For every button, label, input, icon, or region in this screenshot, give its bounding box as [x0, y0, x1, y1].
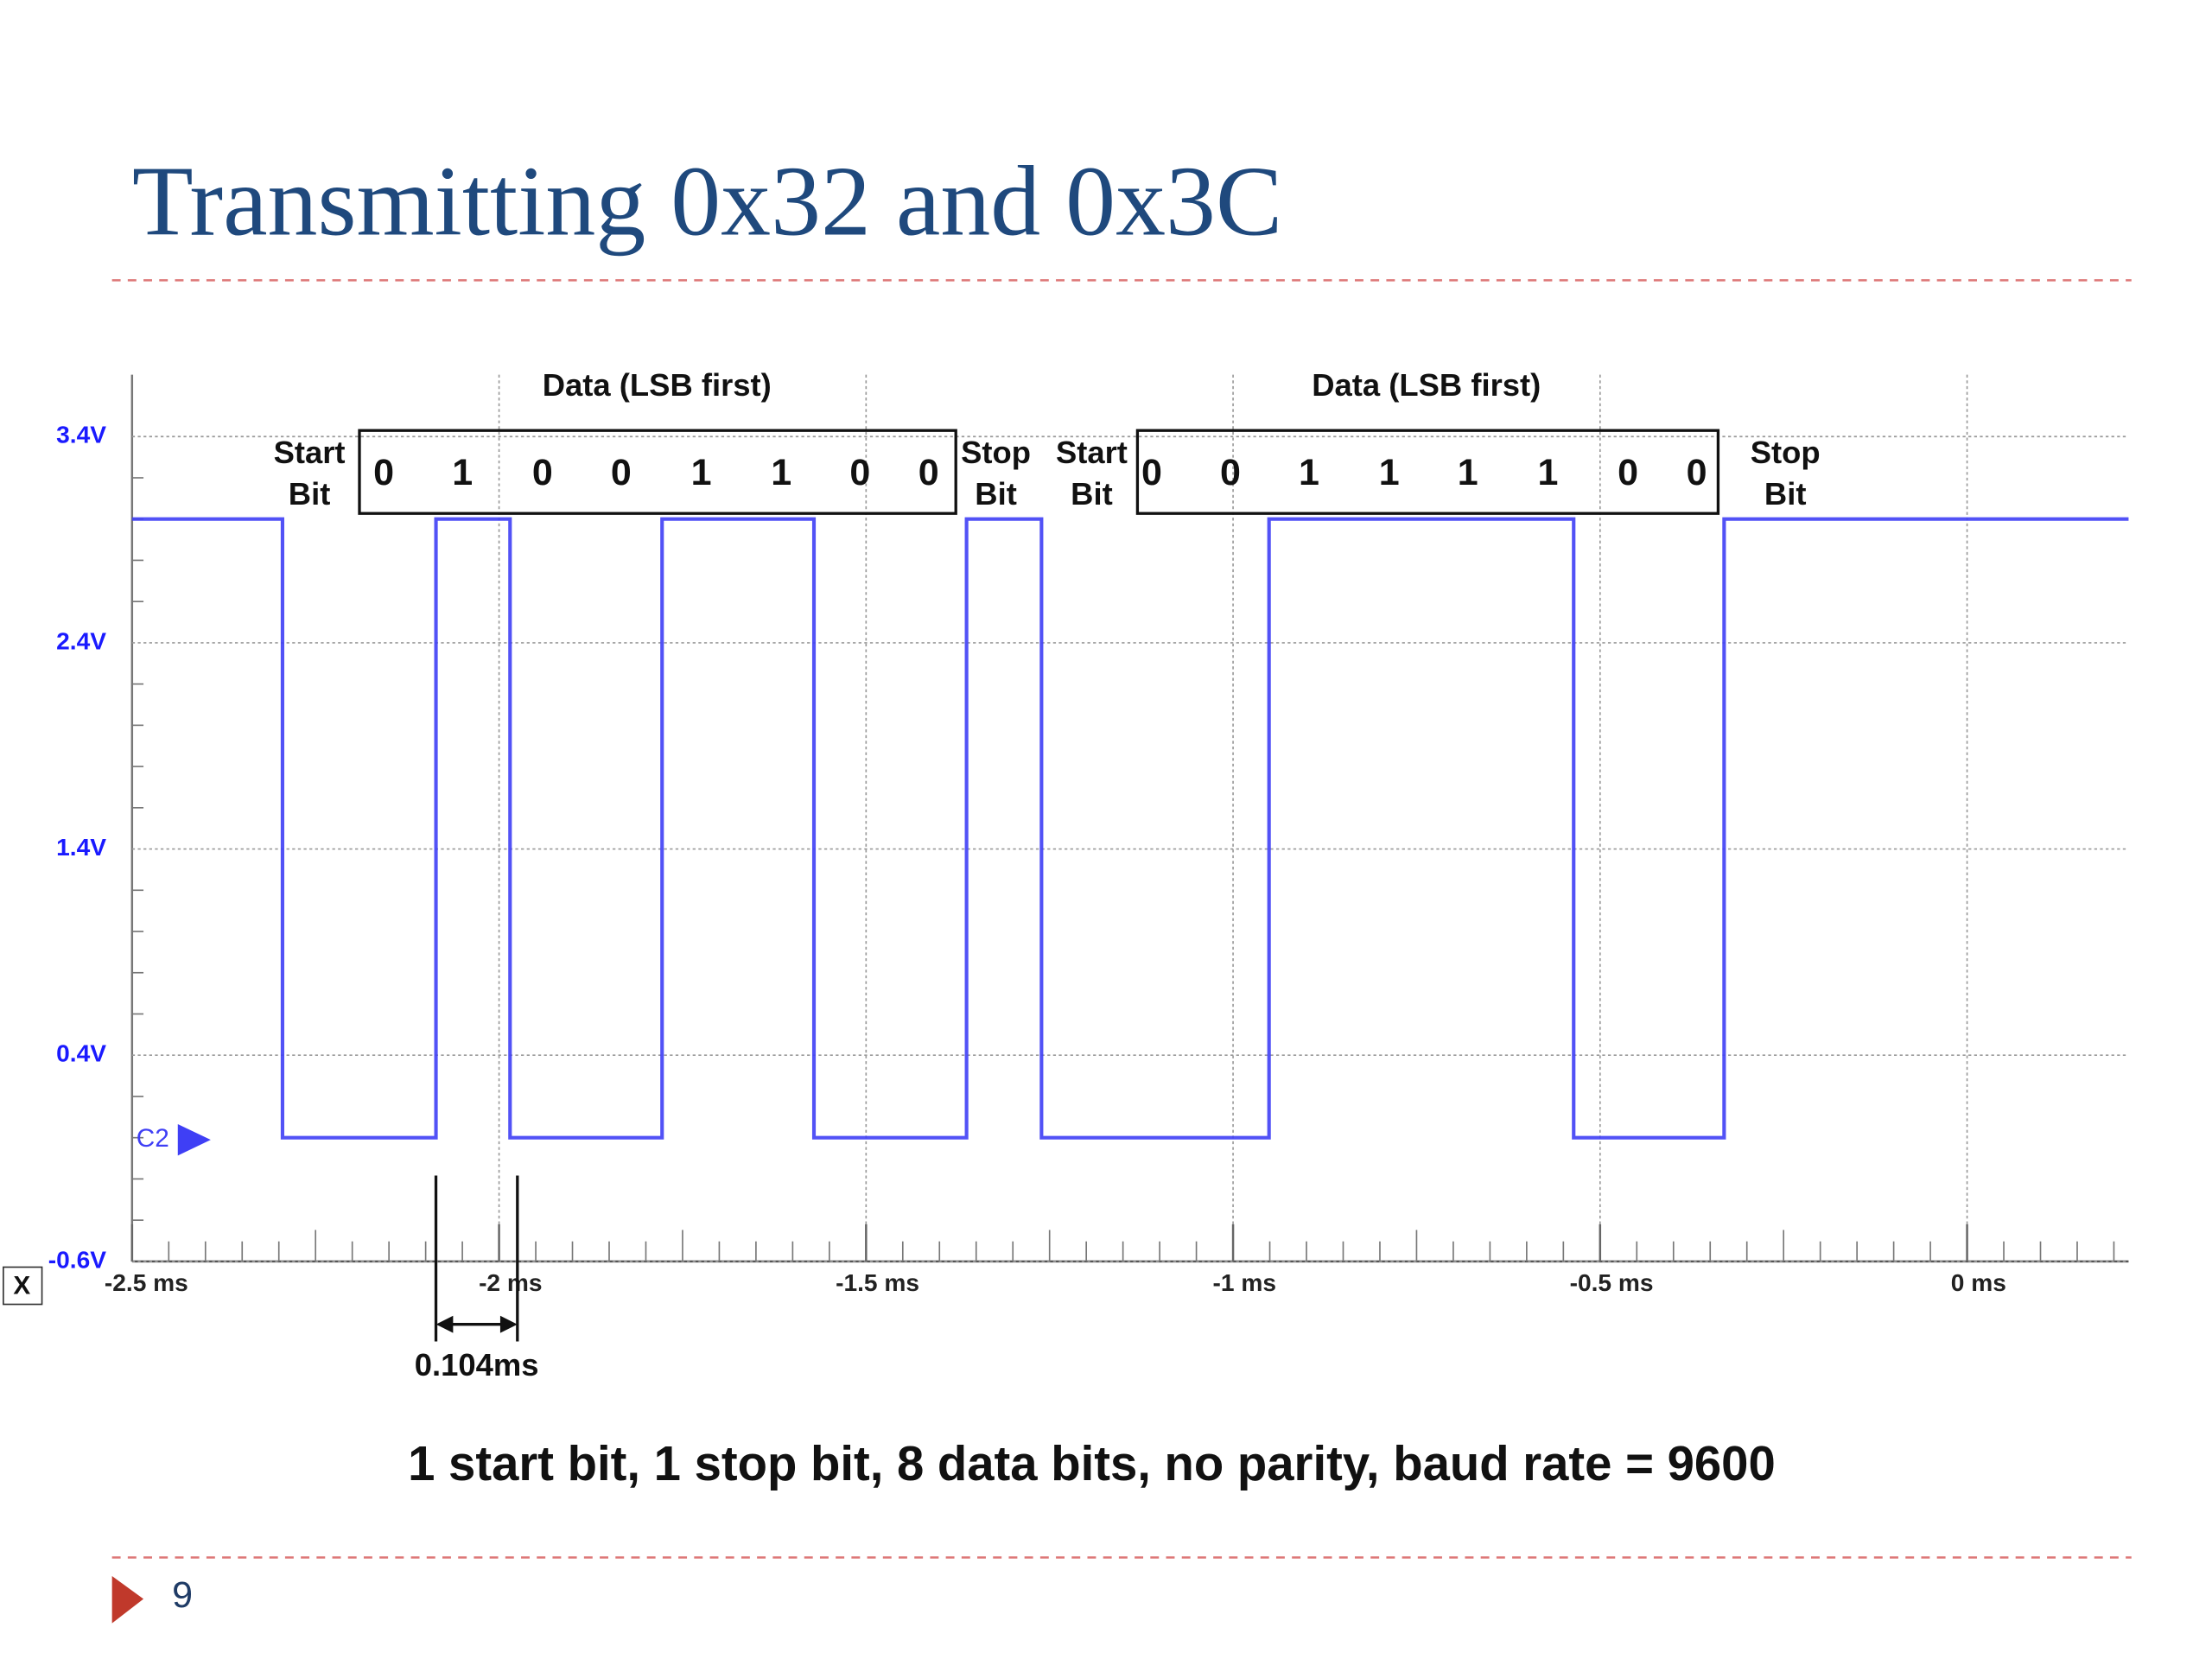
slide-title: Transmitting 0x32 and 0x3C: [132, 147, 1282, 257]
x-button: [3, 1266, 43, 1306]
start-bit-label: Bit: [289, 476, 331, 512]
bit-value: 1: [1299, 452, 1319, 493]
bit-value: 0: [918, 452, 939, 493]
x-tick-label: -1 ms: [1213, 1269, 1276, 1296]
bit-value: 1: [691, 452, 712, 493]
bit-value: 0: [532, 452, 553, 493]
bit-value: 0: [611, 452, 632, 493]
y-tick-label: -0.6V: [48, 1246, 106, 1273]
stop-bit-label: Bit: [975, 476, 1017, 512]
x-tick-label: -2.5 ms: [105, 1269, 188, 1296]
page-number: 9: [172, 1574, 193, 1616]
waveform: [131, 517, 2129, 1140]
measure-label: 0.104ms: [415, 1347, 539, 1382]
bit-value: 0: [1618, 452, 1638, 493]
y-tick-label: 0.4V: [56, 1040, 106, 1067]
frame-label: Data (LSB first): [543, 367, 772, 403]
start-bit-label: Bit: [1071, 476, 1113, 512]
stop-bit-label: Bit: [1764, 476, 1807, 512]
bit-value: 0: [1141, 452, 1162, 493]
bit-value: 1: [1537, 452, 1558, 493]
y-tick-label: 1.4V: [56, 834, 106, 861]
bit-value: 1: [1379, 452, 1400, 493]
bit-value: 1: [771, 452, 791, 493]
x-button-label: X: [13, 1272, 30, 1300]
frame-box: [358, 429, 957, 515]
x-tick-label: -1.5 ms: [836, 1269, 919, 1296]
caption: 1 start bit, 1 stop bit, 8 data bits, no…: [408, 1436, 1776, 1491]
arrow-head: [499, 1315, 518, 1333]
x-tick-label: 0 ms: [1951, 1269, 2006, 1296]
stop-bit-label: Stop: [961, 435, 1031, 470]
bit-value: 0: [849, 452, 870, 493]
bit-value: 0: [373, 452, 394, 493]
channel-marker: [177, 1123, 211, 1156]
x-tick-label: -2 ms: [479, 1269, 542, 1296]
x-tick-label: -0.5 ms: [1570, 1269, 1654, 1296]
arrow-head: [435, 1315, 454, 1333]
y-tick-label: 2.4V: [56, 627, 106, 654]
stop-bit-label: Stop: [1751, 435, 1821, 470]
bit-value: 1: [1458, 452, 1478, 493]
footer-bullet: [111, 1576, 144, 1624]
start-bit-label: Start: [274, 435, 346, 470]
channel-label: C2: [137, 1124, 169, 1153]
frame-box: [1135, 429, 1720, 515]
bit-value: 1: [452, 452, 473, 493]
bit-value: 0: [1220, 452, 1241, 493]
y-tick-label: 3.4V: [56, 422, 106, 448]
frame-label: Data (LSB first): [1312, 367, 1541, 403]
bit-value: 0: [1687, 452, 1707, 493]
start-bit-label: Start: [1056, 435, 1128, 470]
